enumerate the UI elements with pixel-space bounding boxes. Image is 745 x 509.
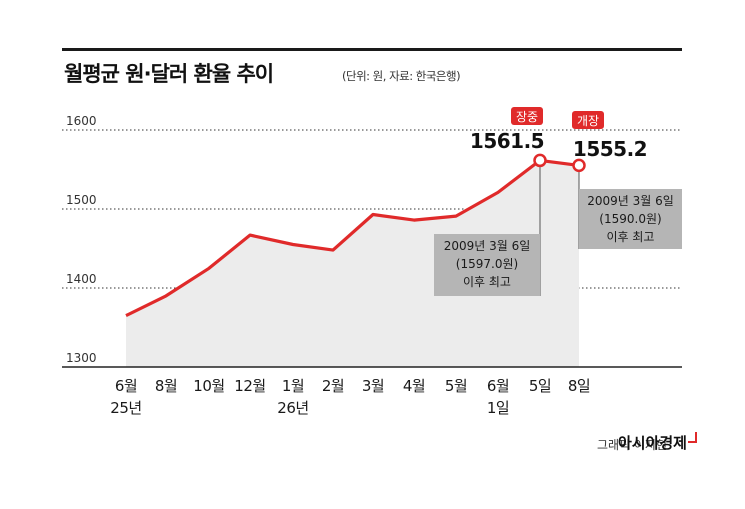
series-line xyxy=(125,158,580,318)
data-value-label: 1561.5 xyxy=(470,129,544,153)
annotation-text: 이후 최고 xyxy=(607,230,655,244)
tag-badge xyxy=(572,111,604,129)
callouts: 2009년 3월 6일 (1597.0원) 이후 최고 2009년 3월 6일 (159… xyxy=(434,160,682,296)
unit-note: (단위: 원, 자료: 한국은행) xyxy=(342,69,461,83)
x-tick-label: 6월 xyxy=(115,377,137,395)
tag-label: 장중 xyxy=(516,110,538,124)
y-tick-label: 1500 xyxy=(66,193,97,207)
x-tick-label: 8일 xyxy=(568,377,590,395)
y-tick-labels: 1300 1400 1500 1600 xyxy=(66,114,97,365)
markers xyxy=(533,153,586,173)
data-marker xyxy=(572,158,586,173)
tag-label: 개장 xyxy=(577,114,599,128)
tag-badge xyxy=(511,107,543,125)
data-marker xyxy=(533,153,547,168)
brand-logo: 아시아경제 xyxy=(617,434,687,452)
y-tick-label: 1400 xyxy=(66,272,97,286)
brand-mark-icon xyxy=(688,432,697,443)
x-tick-label: 3월 xyxy=(362,377,384,395)
x-tick-label: 8월 xyxy=(155,377,177,395)
annotation-box xyxy=(434,234,540,296)
data-labels: 장중 1561.5 개장 1555.2 xyxy=(470,107,648,161)
annotation-box xyxy=(579,189,682,249)
annotation-text: 2009년 3월 6일 xyxy=(587,194,674,208)
x-tick-label: 10월 xyxy=(193,377,224,395)
x-tick-label: 5월 xyxy=(445,377,467,395)
x-tick-label: 26년 xyxy=(277,399,308,417)
x-tick-label: 4월 xyxy=(403,377,425,395)
data-value-label: 1555.2 xyxy=(573,137,647,161)
top-rule xyxy=(62,48,682,51)
y-tick-label: 1300 xyxy=(66,351,97,365)
x-tick-label: 1일 xyxy=(487,399,509,417)
x-tick-labels: 6월 25년 8월 10월 12월 1월 26년 2월 3월 4월 5월 6월 1일 5일 8일 xyxy=(110,377,590,417)
x-tick-label: 1월 xyxy=(282,377,304,395)
x-tick-label: 12월 xyxy=(234,377,265,395)
annotation-text: 2009년 3월 6일 xyxy=(444,239,531,253)
x-tick-label: 2월 xyxy=(322,377,344,395)
annotation-text: (1590.0원) xyxy=(599,212,661,226)
x-tick-label: 6월 xyxy=(487,377,509,395)
annotation-text: 이후 최고 xyxy=(463,275,511,289)
credit: 그래픽 이지현 xyxy=(596,438,667,452)
x-tick-label: 5일 xyxy=(529,377,551,395)
chart-title: 월평균 원·달러 환율 추이 xyxy=(64,62,274,86)
x-tick-label: 25년 xyxy=(110,399,141,417)
annotation-text: (1597.0원) xyxy=(456,257,518,271)
y-tick-label: 1600 xyxy=(66,114,97,128)
